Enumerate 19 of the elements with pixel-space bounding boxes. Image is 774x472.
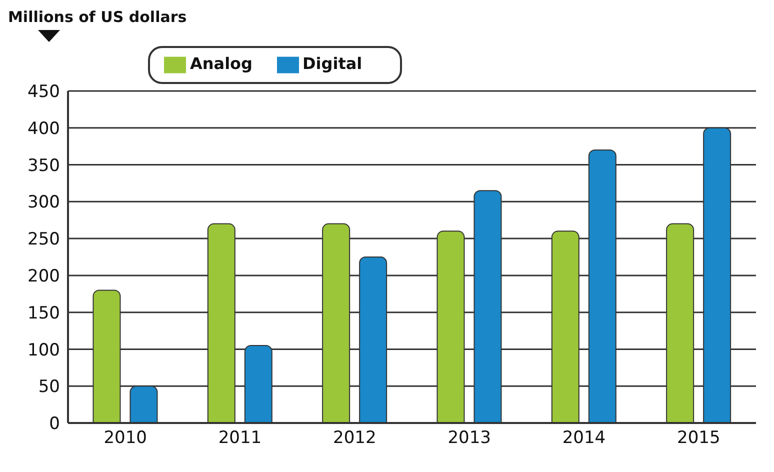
y-tick-label: 150 <box>28 303 60 324</box>
y-tick-label: 0 <box>49 414 60 434</box>
y-tick-label: 100 <box>28 340 60 360</box>
x-tick-label: 2010 <box>104 428 147 448</box>
x-tick-label: 2015 <box>677 428 720 448</box>
y-axis-title: Millions of US dollars <box>8 8 187 26</box>
y-tick-label: 350 <box>28 156 60 176</box>
y-tick-label: 300 <box>28 192 60 213</box>
x-tick-label: 2013 <box>448 428 491 448</box>
y-tick-label: 450 <box>28 82 60 102</box>
y-tick-label: 400 <box>28 118 60 139</box>
y-tick-label: 250 <box>28 230 60 250</box>
y-tick-label: 50 <box>38 377 60 398</box>
x-tick-label: 2012 <box>333 428 376 448</box>
x-tick-label: 2014 <box>562 428 606 448</box>
x-tick-label: 2011 <box>218 428 262 448</box>
legend-label: Digital <box>302 54 362 74</box>
legend-label: Analog <box>190 54 252 74</box>
y-tick-label: 200 <box>28 266 60 286</box>
